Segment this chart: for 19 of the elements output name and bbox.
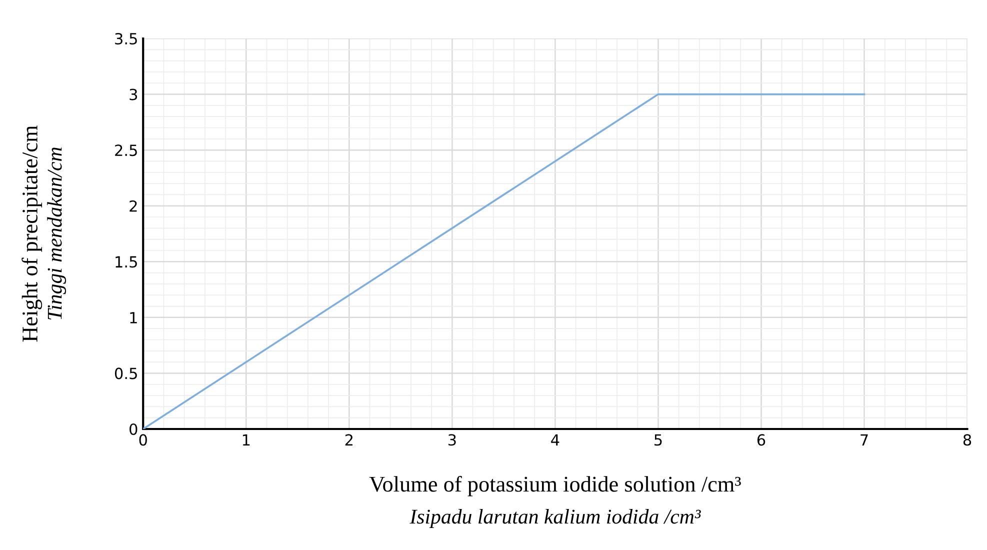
- x-tick-label: 3: [448, 434, 456, 446]
- x-tick-label: 2: [345, 434, 352, 446]
- y-tick-label: 2.5: [115, 144, 137, 156]
- x-tick-label: 0: [139, 434, 147, 446]
- y-tick-label: 3.5: [115, 32, 137, 45]
- x-tick-label: 6: [757, 434, 766, 446]
- y-tick-label: 0: [130, 423, 138, 436]
- x-tick-label: 8: [963, 434, 972, 446]
- y-tick-label: 1.5: [116, 256, 137, 268]
- x-tick-label: 4: [551, 434, 560, 446]
- y-tick-label: 3: [130, 88, 138, 100]
- x-tick-label: 5: [654, 434, 662, 446]
- x-tick-label: 1: [242, 434, 250, 446]
- y-tick-label: 1: [130, 312, 137, 324]
- y-tick-label: 0.5: [114, 368, 137, 380]
- y-tick-label: 2: [130, 200, 137, 212]
- x-tick-label: 7: [860, 434, 868, 446]
- x-axis-title: Volume of potassium iodide solution /cm³ Isipadu larutan kalium iodida /cm³: [369, 476, 741, 528]
- y-axis-title: Height of precipitate/cm Tinggi mendakan/cm: [22, 126, 66, 342]
